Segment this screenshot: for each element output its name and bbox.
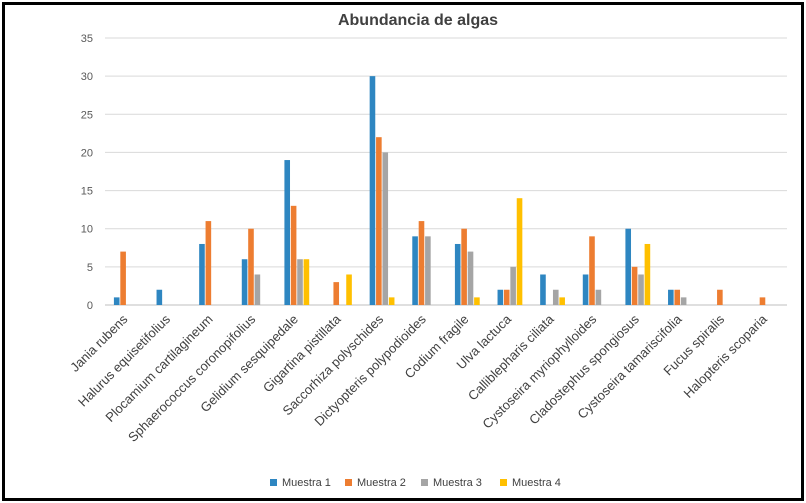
y-tick-label: 5 (87, 262, 93, 274)
bar (120, 251, 126, 305)
y-tick-label: 35 (81, 33, 93, 45)
x-category-label: Halopteris scoparia (681, 311, 771, 401)
chart-title: Abundancia de algas (338, 12, 498, 29)
bar (474, 297, 480, 305)
bar (418, 221, 425, 305)
bar (241, 259, 248, 305)
bar (510, 266, 516, 305)
bar (156, 289, 163, 305)
y-tick-label: 0 (87, 300, 93, 312)
bar (625, 228, 632, 305)
bar (284, 160, 291, 305)
y-axis-tick-labels: 0 5 10 15 20 25 30 35 (81, 33, 93, 312)
bar (369, 76, 376, 306)
legend-label: Muestra 4 (512, 477, 561, 489)
bar (680, 297, 687, 305)
bar (303, 259, 310, 305)
bar (297, 259, 303, 305)
y-tick-label: 20 (81, 147, 93, 159)
legend-label: Muestra 3 (433, 477, 482, 489)
bar (582, 274, 589, 305)
bar (717, 289, 723, 305)
gridlines (105, 37, 787, 306)
bar (589, 236, 595, 305)
bar (376, 137, 382, 305)
bar (425, 236, 431, 305)
bar (388, 297, 395, 305)
bar (759, 297, 766, 305)
legend-swatch (345, 479, 352, 486)
bar (540, 274, 546, 305)
bar (346, 274, 352, 305)
bar (205, 221, 212, 305)
legend-swatch (500, 479, 507, 486)
bar (412, 236, 418, 305)
y-tick-label: 25 (81, 109, 93, 121)
bar (503, 289, 510, 305)
legend: Muestra 1 Muestra 2 Muestra 3 Muestra 4 (270, 477, 561, 489)
bar (631, 266, 638, 305)
bar (559, 297, 565, 305)
chart: Abundancia de algas 0 5 10 15 20 25 30 35 Jania… (67, 12, 787, 489)
legend-swatch (270, 479, 277, 486)
y-tick-label: 30 (81, 71, 93, 83)
bar (113, 297, 120, 305)
y-tick-label: 10 (81, 224, 93, 236)
bar (290, 205, 297, 305)
bar (668, 289, 674, 305)
bar (382, 152, 389, 305)
bar (674, 289, 681, 305)
bar (516, 198, 523, 305)
bars (113, 76, 766, 306)
bar (595, 289, 602, 305)
bar (333, 282, 340, 305)
legend-label: Muestra 2 (357, 477, 406, 489)
bar (248, 228, 254, 305)
bar (461, 228, 467, 305)
bar (454, 243, 461, 305)
legend-swatch (421, 479, 428, 486)
bar (644, 243, 651, 305)
bar (199, 243, 205, 305)
bar (552, 289, 559, 305)
bar (497, 289, 504, 305)
bar (254, 274, 261, 305)
legend-label: Muestra 1 (282, 477, 331, 489)
bar (467, 251, 474, 305)
y-tick-label: 15 (81, 186, 93, 198)
x-category-label: Gigartina pistillata (260, 311, 344, 395)
bar (638, 274, 644, 305)
